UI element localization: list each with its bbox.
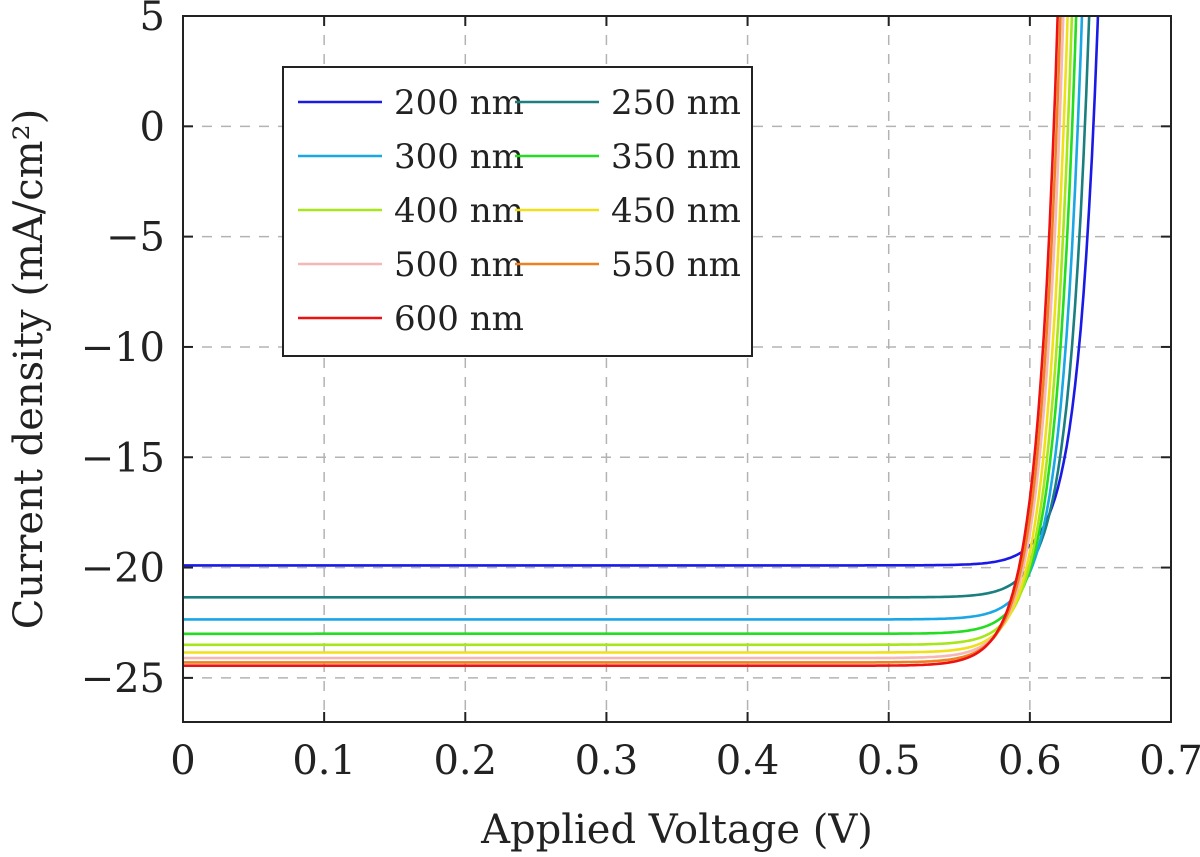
series-line	[183, 16, 1084, 621]
series-line	[183, 16, 1059, 668]
y-tick-label: −5	[106, 215, 165, 261]
y-tick-label: −10	[81, 325, 165, 371]
y-tick-label: −25	[81, 656, 165, 702]
series-line	[183, 16, 1074, 647]
series-layer	[183, 16, 1100, 668]
series-line	[183, 16, 1078, 636]
x-tick-label: 0.5	[857, 738, 921, 784]
series-line	[183, 16, 1069, 654]
y-tick-label: 5	[140, 0, 165, 40]
x-tick-label: 0.6	[998, 738, 1062, 784]
x-tick-label: 0.3	[575, 738, 639, 784]
legend-label: 500 nm	[394, 245, 524, 285]
legend-box	[282, 66, 753, 357]
legend-label: 450 nm	[611, 191, 741, 231]
x-axis-title: Applied Voltage (V)	[480, 807, 873, 852]
legend-label: 200 nm	[394, 83, 524, 123]
series-line	[183, 16, 1062, 664]
y-tick-label: 0	[140, 104, 165, 150]
legend-label: 300 nm	[394, 137, 524, 177]
legend-label: 400 nm	[394, 191, 524, 231]
series-line	[183, 16, 1091, 599]
legend-label: 550 nm	[611, 245, 741, 285]
tick-layer: 0 0.1 0.2 0.3 0.4 0.5 0.6 0.7 5 0 −5 −10 −15 −20 −25	[81, 0, 1200, 784]
x-tick-label: 0	[170, 738, 195, 784]
x-tick-label: 0.4	[716, 738, 780, 784]
x-tick-label: 0.1	[292, 738, 356, 784]
series-line	[183, 16, 1065, 660]
legend-label: 600 nm	[394, 299, 524, 339]
y-tick-label: −20	[81, 546, 165, 592]
x-tick-label: 0.7	[1139, 738, 1200, 784]
y-tick-label: −15	[81, 435, 165, 481]
legend-label: 350 nm	[611, 137, 741, 177]
plot-frame	[182, 15, 1172, 723]
y-axis-title: Current density (mA/cm²)	[6, 109, 52, 629]
legend-label: 250 nm	[611, 83, 741, 123]
series-line	[183, 16, 1100, 567]
x-tick-label: 0.2	[433, 738, 497, 784]
legend: 200 nm 250 nm 300 nm 350 nm 400 nm 450 nm 500 …	[282, 66, 753, 357]
